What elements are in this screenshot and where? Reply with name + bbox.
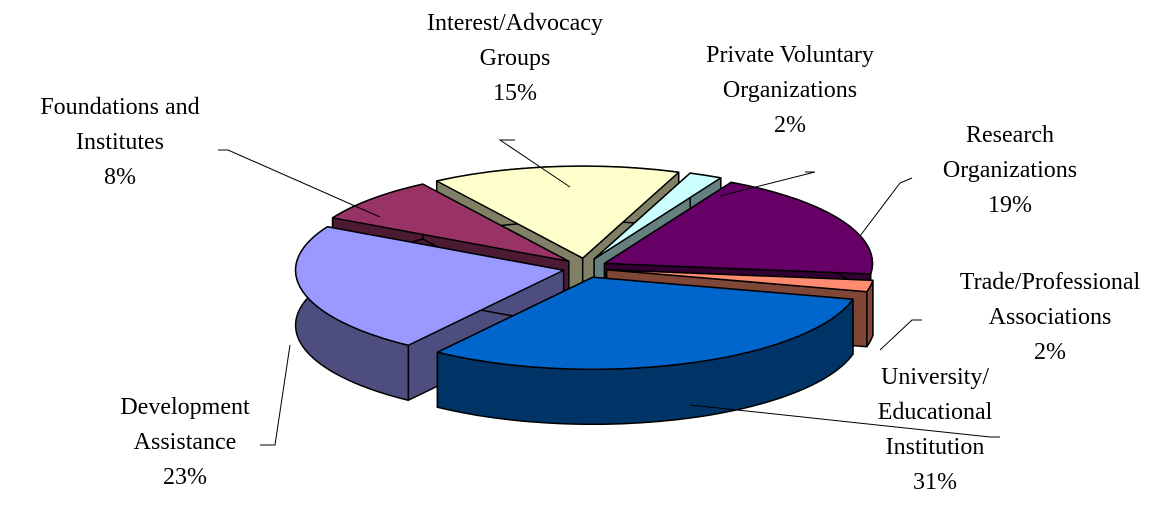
slice-name: Foundations and Institutes bbox=[40, 94, 200, 155]
slice-top bbox=[593, 172, 722, 260]
slice-name: Development Assistance bbox=[120, 394, 250, 455]
slice-label: Interest/Advocacy Groups 15% bbox=[405, 6, 625, 111]
slice-name: Trade/Professional Associations bbox=[959, 269, 1141, 330]
slice-name: Research Organizations bbox=[942, 122, 1078, 183]
leader-line bbox=[260, 344, 291, 446]
leader-line bbox=[689, 404, 1000, 438]
leader-line bbox=[859, 177, 913, 237]
slice-top bbox=[603, 181, 874, 275]
slice-label: Research Organizations 19% bbox=[925, 118, 1095, 223]
slice-name: Interest/Advocacy Groups bbox=[427, 10, 603, 71]
slice-value: 8% bbox=[104, 164, 136, 190]
slice-label: Foundations and Institutes 8% bbox=[3, 90, 238, 195]
slice-label: University/ Educational Institution 31% bbox=[853, 360, 1018, 500]
slice-name: Private Voluntary Organizations bbox=[706, 42, 874, 103]
slice-value: 31% bbox=[913, 469, 957, 495]
slice-value: 19% bbox=[988, 192, 1032, 218]
leader-line bbox=[719, 171, 816, 197]
slice-top bbox=[605, 269, 874, 293]
slice-label: Private Voluntary Organizations 2% bbox=[685, 38, 895, 143]
slice-value: 15% bbox=[493, 80, 537, 106]
slice-top bbox=[294, 226, 565, 347]
leader-line bbox=[879, 319, 922, 351]
slice-label: Trade/Professional Associations 2% bbox=[925, 265, 1174, 370]
leader-line bbox=[498, 139, 571, 188]
slice-top bbox=[435, 165, 680, 259]
slice bbox=[436, 276, 854, 426]
slice-value: 2% bbox=[774, 112, 806, 138]
slice-top bbox=[331, 183, 570, 263]
slice-top bbox=[436, 276, 854, 371]
slice-value: 23% bbox=[163, 464, 207, 490]
slice-label: Development Assistance 23% bbox=[100, 390, 270, 495]
slice-name: University/ Educational Institution bbox=[877, 364, 993, 460]
leader-line bbox=[218, 149, 381, 218]
slice-value: 2% bbox=[1034, 339, 1066, 365]
